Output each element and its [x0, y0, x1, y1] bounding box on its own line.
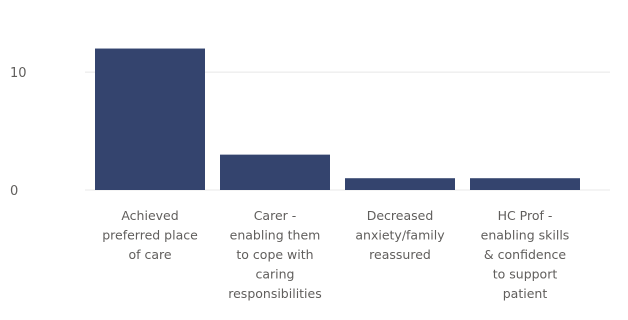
x-category-label-line: Achieved: [121, 208, 178, 223]
bar[interactable]: [95, 48, 205, 190]
x-category-label-line: anxiety/family: [355, 228, 445, 243]
x-category-label: Decreased anxiety/family reassured: [355, 208, 445, 262]
bar[interactable]: [345, 178, 455, 190]
x-category-label-line: patient: [503, 286, 548, 301]
bar[interactable]: [470, 178, 580, 190]
x-category-label-line: & confidence: [484, 247, 566, 262]
x-category-label-line: responsibilities: [228, 286, 322, 301]
x-category-label-line: caring: [255, 267, 294, 282]
x-category-label-line: of care: [128, 247, 171, 262]
bar[interactable]: [220, 154, 330, 190]
x-category-label-line: to support: [493, 267, 558, 282]
x-category-label-line: enabling skills: [481, 228, 570, 243]
x-category-label-line: HC Prof -: [498, 208, 553, 223]
x-category-label-line: reassured: [369, 247, 431, 262]
x-category-label: HC Prof - enabling skills & confidence to s…: [481, 208, 570, 301]
x-category-label: Carer - enabling them to cope with caring re…: [228, 208, 322, 301]
y-tick-label: 10: [10, 66, 27, 81]
bars: [95, 48, 580, 190]
x-category-label-line: enabling them: [230, 228, 321, 243]
x-category-label-line: to cope with: [236, 247, 313, 262]
x-category-label-line: Carer -: [254, 208, 297, 223]
x-category-label-line: Decreased: [367, 208, 434, 223]
y-tick-label: 0: [10, 184, 18, 199]
x-category-label: Achieved preferred place of care: [102, 208, 198, 262]
y-axis-ticks: 10 0: [10, 66, 27, 199]
x-category-label-line: preferred place: [102, 228, 198, 243]
x-axis-category-labels: Achieved preferred place of care Carer - ena…: [102, 208, 569, 301]
